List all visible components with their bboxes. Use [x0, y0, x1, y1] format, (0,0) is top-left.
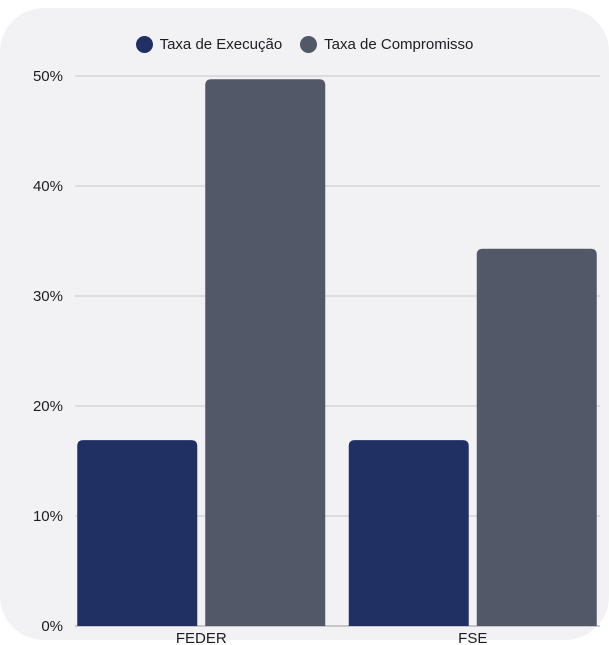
x-tick-label: FEDER	[176, 630, 227, 645]
bar-compromisso-fse	[476, 248, 597, 626]
legend-swatch-execucao	[135, 36, 153, 53]
y-tick-label: 20%	[33, 398, 63, 415]
legend: Taxa de Execução Taxa de Compromisso	[0, 36, 609, 53]
bar-execucao-fse	[348, 440, 469, 626]
y-tick-label: 30%	[33, 288, 63, 305]
legend-item-execucao[interactable]: Taxa de Execução	[135, 36, 283, 53]
x-tick-label: FSE	[458, 630, 487, 645]
y-tick-label: 10%	[33, 508, 63, 525]
legend-label-compromisso: Taxa de Compromisso	[324, 36, 474, 53]
legend-swatch-compromisso	[300, 36, 318, 53]
bar-compromisso-feder	[205, 79, 326, 627]
legend-label-execucao: Taxa de Execução	[159, 36, 283, 53]
bar-execucao-feder	[77, 440, 198, 626]
y-tick-label: 0%	[41, 618, 63, 635]
y-tick-label: 40%	[33, 178, 63, 195]
legend-item-compromisso[interactable]: Taxa de Compromisso	[300, 36, 473, 53]
y-tick-label: 50%	[33, 68, 63, 85]
